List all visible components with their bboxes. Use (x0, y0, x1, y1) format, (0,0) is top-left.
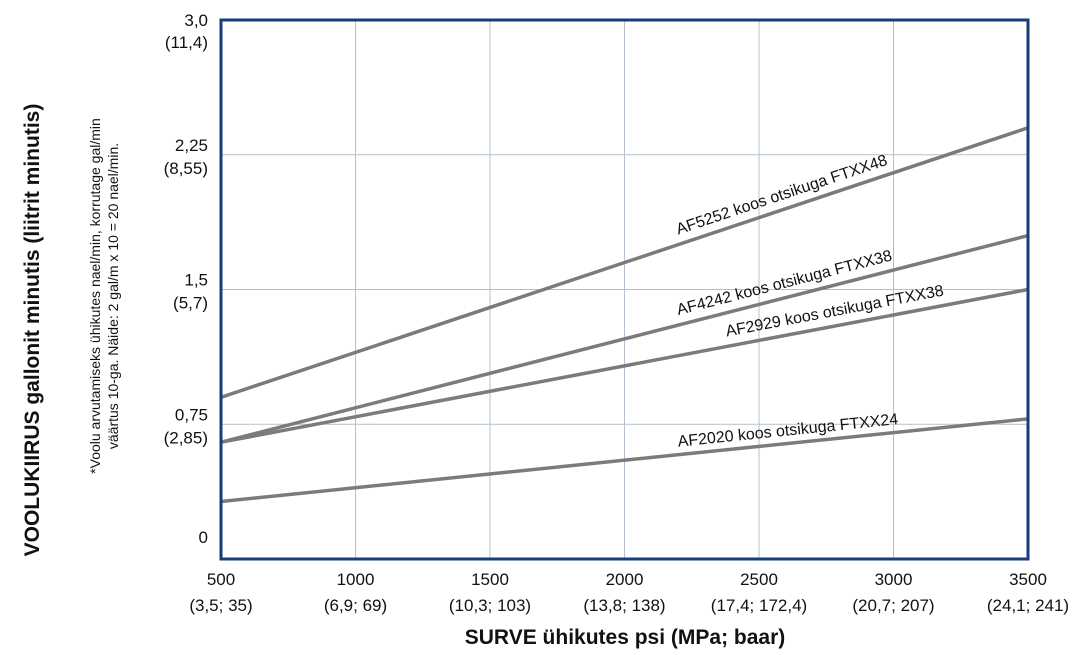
series-line-1 (220, 233, 1029, 444)
x-tick-label-1: 1000 (337, 570, 375, 589)
x-tick-sublabel-3: (13,8; 138) (583, 596, 665, 615)
x-tick-label-0: 500 (207, 570, 235, 589)
x-tick-label-2: 1500 (471, 570, 509, 589)
y-tick-label-0: 0 (199, 528, 208, 547)
y-tick-sublabel-2: (5,7) (173, 294, 208, 313)
x-tick-sublabel-4: (17,4; 172,4) (711, 596, 807, 615)
x-tick-labels: 500 (3,5; 35) 1000 (6,9; 69) 1500 (10,3; 103)… (189, 570, 1069, 615)
y-tick-label-4: 3,0 (184, 11, 208, 30)
x-tick-label-5: 3000 (875, 570, 913, 589)
x-tick-label-6: 3500 (1009, 570, 1047, 589)
x-axis-title: SURVE ühikutes psi (MPa; baar) (465, 626, 786, 649)
x-tick-sublabel-1: (6,9; 69) (324, 596, 387, 615)
series-label-0: AF5252 koos otsikuga FTXX48 (674, 152, 890, 238)
series-line-2 (220, 287, 1029, 444)
x-tick-label-3: 2000 (606, 570, 644, 589)
y-tick-sublabel-4: (11,4) (165, 33, 208, 52)
y-tick-label-2: 1,5 (184, 271, 208, 290)
note-line-1: *Voolu arvutamiseks ühikutes nael/min, k… (87, 118, 103, 474)
series-lines (220, 126, 1029, 504)
plot-frame (219, 18, 1030, 561)
y-tick-label-1: 0,75 (175, 405, 208, 424)
x-tick-sublabel-6: (24,1; 241) (987, 596, 1069, 615)
note-line-2: väärtus 10-ga. Näide: 2 gal/m x 10 = 20 … (105, 143, 121, 449)
y-axis-title: VOOLUKIIRUS gallonit minutis (liitrit mi… (21, 104, 44, 557)
series-line-3 (220, 417, 1029, 504)
y-tick-sublabel-1: (2,85) (164, 428, 208, 447)
grid-lines (221, 20, 1028, 559)
series-line-0 (220, 126, 1029, 399)
y-tick-label-3: 2,25 (175, 136, 208, 155)
x-tick-sublabel-0: (3,5; 35) (189, 596, 252, 615)
y-tick-sublabel-3: (8,55) (164, 159, 208, 178)
x-tick-sublabel-5: (20,7; 207) (852, 596, 934, 615)
y-tick-labels: 0 0,75 (2,85) 1,5 (5,7) 2,25 (8,55) 3,0 (11,4) (164, 11, 208, 547)
x-tick-label-4: 2500 (740, 570, 778, 589)
x-tick-sublabel-2: (10,3; 103) (449, 596, 531, 615)
